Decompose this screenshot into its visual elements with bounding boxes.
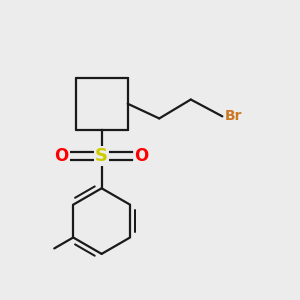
Text: Br: Br [224,109,242,123]
Text: O: O [134,147,149,165]
Text: S: S [95,147,108,165]
Text: O: O [55,147,69,165]
